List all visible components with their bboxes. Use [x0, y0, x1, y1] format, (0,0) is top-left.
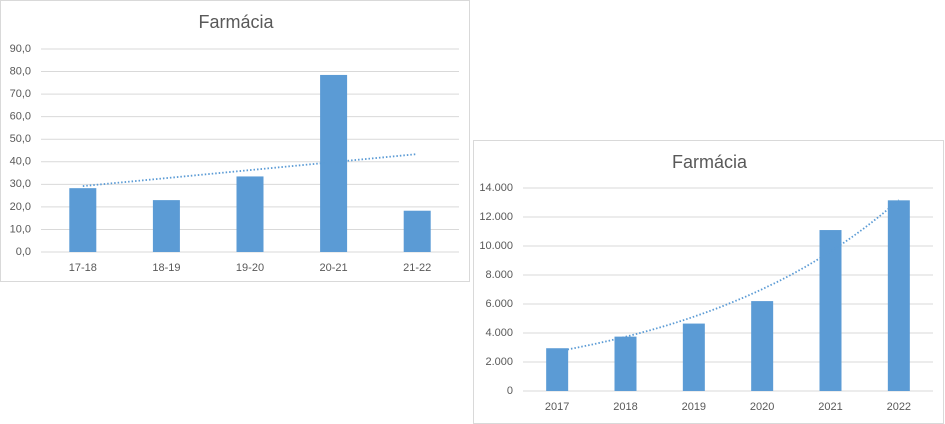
- bar: [887, 200, 910, 391]
- y-tick-label: 20,0: [10, 201, 31, 213]
- y-tick-label: 50,0: [10, 133, 31, 145]
- x-tick-label: 20-21: [320, 262, 348, 274]
- x-tick-label: 2017: [545, 401, 569, 413]
- y-tick-label: 4.000: [485, 327, 513, 339]
- bar: [546, 348, 569, 391]
- y-tick-label: 80,0: [10, 65, 31, 77]
- x-tick-label: 2022: [887, 401, 911, 413]
- y-tick-label: 40,0: [10, 156, 31, 168]
- y-tick-label: 70,0: [10, 88, 31, 100]
- y-tick-label: 10,0: [10, 223, 31, 235]
- y-tick-label: 0: [507, 385, 513, 397]
- x-tick-label: 2021: [818, 401, 842, 413]
- bar: [236, 176, 264, 252]
- y-tick-label: 90,0: [10, 43, 31, 55]
- bar: [682, 323, 705, 391]
- y-tick-label: 60,0: [10, 111, 31, 123]
- bar: [403, 210, 431, 252]
- x-tick-label: 2020: [750, 401, 774, 413]
- y-tick-label: 0,0: [16, 246, 31, 258]
- chart: Farmácia 0 2.000 4.000 6.000 8.000 10.000 12.00…: [473, 140, 944, 424]
- bar: [751, 301, 774, 391]
- bar: [69, 188, 97, 252]
- bar: [819, 230, 842, 391]
- bar: [614, 336, 637, 391]
- trendline: [557, 199, 900, 353]
- y-tick-label: 12.000: [479, 211, 513, 223]
- x-tick-label: 18-19: [152, 262, 180, 274]
- y-tick-label: 8.000: [485, 269, 513, 281]
- chart-title: Farmácia: [672, 152, 748, 172]
- bar: [152, 200, 180, 252]
- y-tick-label: 6.000: [485, 298, 513, 310]
- x-tick-label: 17-18: [69, 262, 97, 274]
- y-tick-label: 30,0: [10, 178, 31, 190]
- y-tick-label: 2.000: [485, 356, 513, 368]
- y-tick-label: 14.000: [479, 182, 513, 194]
- x-tick-label: 2018: [613, 401, 637, 413]
- y-tick-label: 10.000: [479, 240, 513, 252]
- chart-title: Farmácia: [198, 12, 274, 32]
- x-tick-label: 2019: [682, 401, 706, 413]
- chart: Farmácia 0,0 10,0 20,0 30,0 40,0 50,0 60,0 70,0 8…: [0, 0, 470, 282]
- x-tick-label: 21-22: [403, 262, 431, 274]
- x-tick-label: 19-20: [236, 262, 264, 274]
